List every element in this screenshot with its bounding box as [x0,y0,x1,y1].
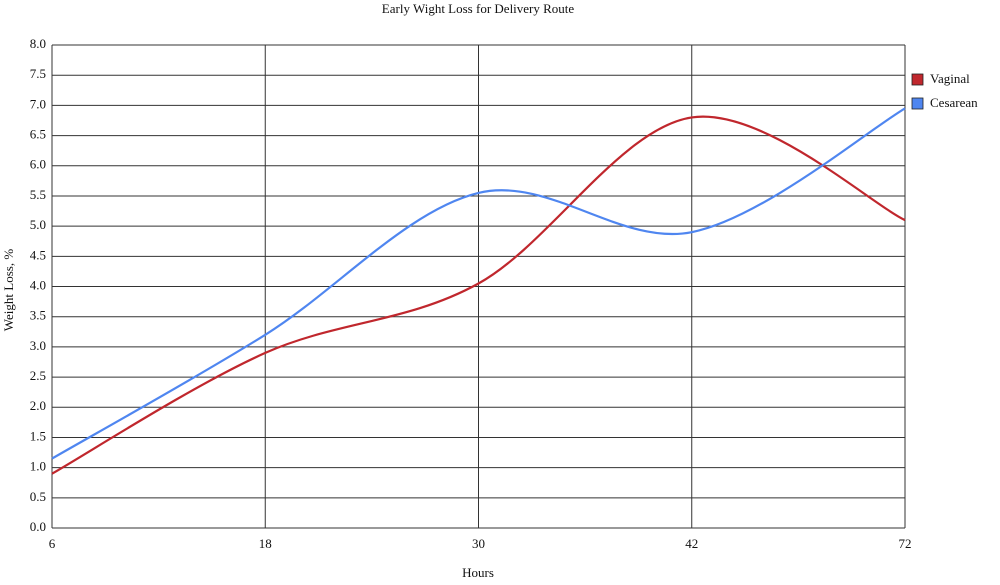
y-tick-label: 8.0 [30,36,46,51]
y-tick-label: 0.5 [30,489,46,504]
x-tick-label: 42 [685,536,698,551]
y-tick-label: 1.5 [30,428,46,443]
y-tick-label: 2.0 [30,398,46,413]
y-tick-label: 1.0 [30,459,46,474]
y-tick-label: 7.0 [30,96,46,111]
y-tick-label: 3.5 [30,308,46,323]
y-tick-label: 6.0 [30,157,46,172]
series-line [51,115,906,475]
y-tick-label: 0.0 [30,519,46,534]
y-tick-label: 4.0 [30,277,46,292]
y-tick-label: 5.5 [30,187,46,202]
x-axis-label: Hours [462,565,494,580]
y-tick-label: 3.0 [30,338,46,353]
y-tick-label: 2.5 [30,368,46,383]
chart-title: Early Wight Loss for Delivery Route [382,1,575,16]
x-tick-label: 30 [472,536,485,551]
x-tick-label: 72 [899,536,912,551]
y-axis-label: Weight Loss, % [1,249,16,332]
legend-swatch [911,97,924,110]
x-tick-label: 18 [259,536,272,551]
legend-label: Vaginal [930,71,970,86]
x-tick-label: 6 [49,536,56,551]
legend-swatch [911,73,924,86]
y-tick-label: 5.0 [30,217,46,232]
y-tick-label: 7.5 [30,66,46,81]
legend-label: Cesarean [930,95,978,110]
y-tick-label: 6.5 [30,127,46,142]
y-tick-label: 4.5 [30,247,46,262]
series-line [51,107,906,460]
